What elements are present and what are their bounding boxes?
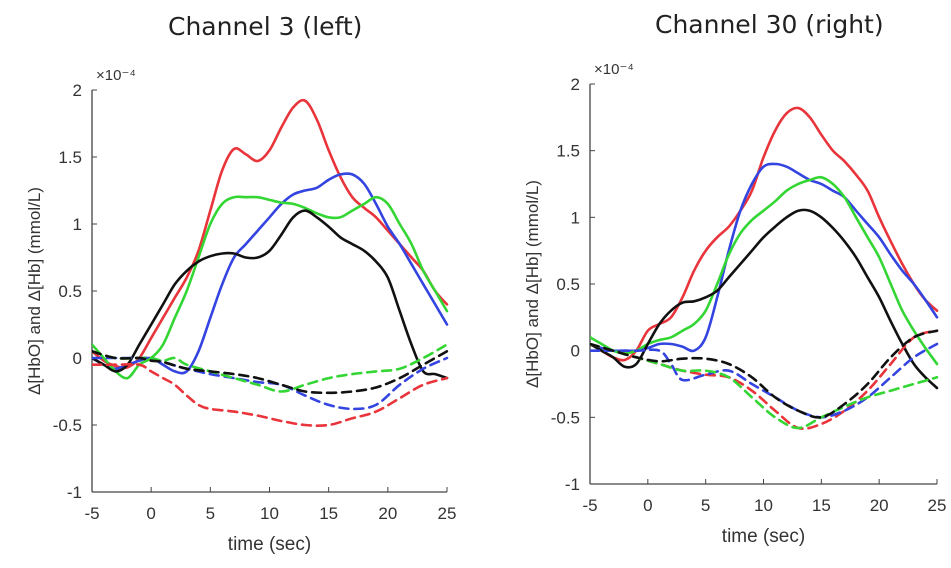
dashed-series-line-7: [590, 329, 939, 419]
chart-panel-right: Channel 30 (right) -5 0 5 10 15 20 25 2 1.5 1 0.5 0…: [475, 0, 951, 563]
x-tick-label: 20: [378, 504, 397, 523]
y-multiplier: ×10⁻⁴: [96, 67, 136, 84]
y-tick-label: 2: [73, 81, 82, 100]
chart-title-left: Channel 3 (left): [168, 12, 363, 41]
chart-panel-left: Channel 3 (left) -5 0 5 10 15 20 25 2 1.5 1 0.5 0 -0…: [0, 0, 475, 563]
dashed-series-line-4: [92, 362, 449, 427]
x-tick-label: 20: [870, 496, 889, 515]
x-tick-label: 10: [754, 496, 773, 515]
dashed-series-line-4: [590, 329, 939, 431]
chart-svg-right: -5 0 5 10 15 20 25 2 1.5 1 0.5 0 -0.5 -1 ×10⁻⁴ time (se…: [523, 61, 947, 547]
y-tick-label: 1: [571, 208, 580, 227]
x-tick-label: 15: [319, 504, 338, 523]
series-group: [590, 106, 939, 431]
y-tick-label: -0.5: [551, 408, 580, 427]
x-tick-label: 0: [146, 504, 155, 523]
y-tick-label: 1.5: [58, 148, 82, 167]
x-tick-label: 10: [260, 504, 279, 523]
dashed-series-line-6: [92, 343, 449, 393]
series-group: [92, 98, 449, 427]
solid-series-line-3: [590, 208, 939, 390]
y-multiplier: ×10⁻⁴: [594, 61, 634, 78]
solid-series-line-3: [92, 209, 449, 380]
y-tick-label: -1: [67, 483, 82, 502]
x-tick-label: 25: [438, 504, 457, 523]
solid-series-line-1: [92, 172, 449, 375]
dashed-series-line-7: [92, 350, 449, 395]
x-tick-label: -5: [582, 496, 597, 515]
chart-svg-left: -5 0 5 10 15 20 25 2 1.5 1 0.5 0 -0.5 -1 ×10⁻⁴ time (se…: [25, 67, 457, 555]
x-tick-label: -5: [84, 504, 99, 523]
y-tick-label: 1.5: [556, 142, 580, 161]
solid-series-line-1: [590, 162, 939, 353]
x-tick-label: 25: [928, 496, 947, 515]
y-tick-label: 0: [571, 342, 580, 361]
x-tick-label: 5: [206, 504, 215, 523]
y-axis-label: Δ[HbO] and Δ[Hb] (mmol/L): [523, 180, 542, 388]
y-axis-label: Δ[HbO] and Δ[Hb] (mmol/L): [25, 187, 44, 395]
y-tick-label: -1: [565, 475, 580, 494]
x-axis-label: time (sec): [228, 534, 311, 555]
y-tick-label: 0.5: [556, 275, 580, 294]
y-tick-label: 0: [73, 349, 82, 368]
chart-title-right: Channel 30 (right): [655, 10, 884, 39]
x-tick-label: 0: [643, 496, 652, 515]
y-tick-label: -0.5: [53, 416, 82, 435]
x-axis-label: time (sec): [722, 526, 805, 547]
y-tick-label: 0.5: [58, 282, 82, 301]
solid-series-line-0: [590, 106, 939, 362]
x-tick-label: 5: [701, 496, 710, 515]
x-tick-label: 15: [812, 496, 831, 515]
solid-series-line-2: [590, 175, 939, 366]
y-tick-label: 1: [73, 215, 82, 234]
dashed-series-line-5: [590, 342, 939, 419]
dashed-series-line-5: [92, 356, 449, 411]
y-tick-label: 2: [571, 75, 580, 94]
solid-series-line-0: [92, 98, 449, 370]
